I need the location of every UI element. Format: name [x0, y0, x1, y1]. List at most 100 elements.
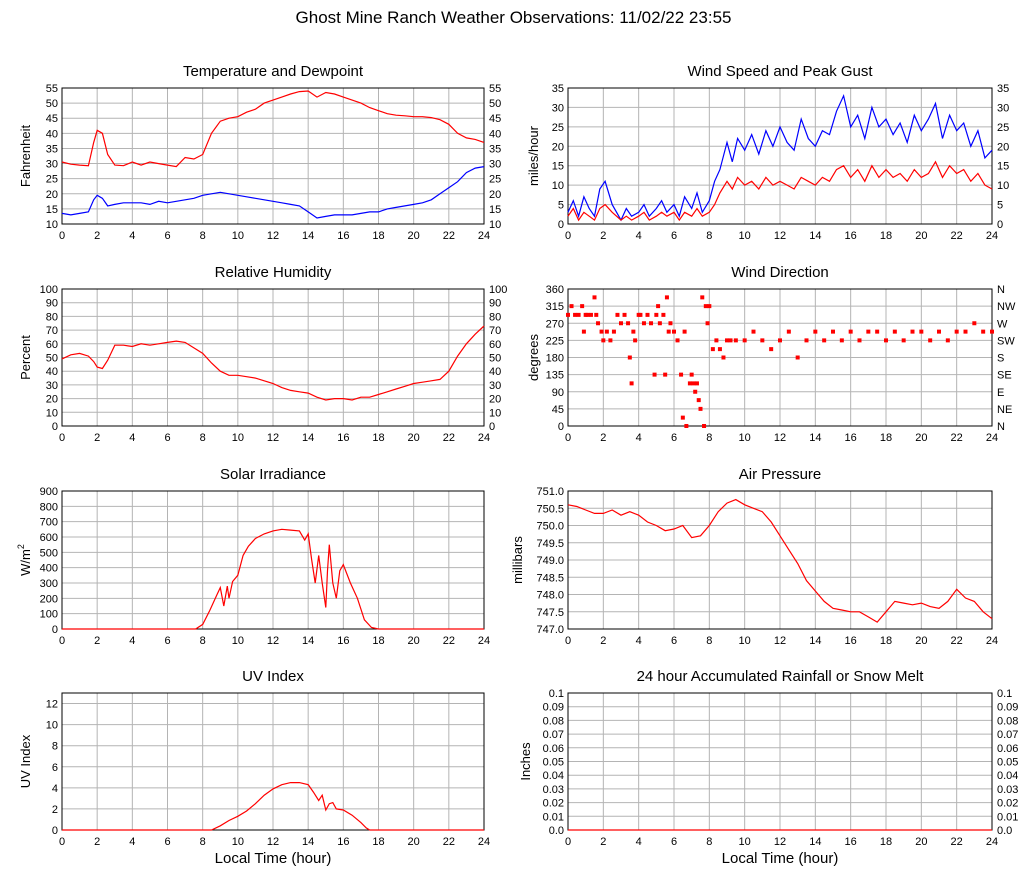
temp-xtick-label: 2 [94, 230, 100, 242]
temp-title: Temperature and Dewpoint [183, 63, 364, 80]
solar-xtick-label: 18 [372, 635, 384, 647]
temp-ytick-label: 25 [46, 174, 58, 186]
wind-ytick-label: 25 [552, 122, 564, 134]
rh-xtick-label: 14 [302, 432, 314, 444]
winddir-xtick-label: 14 [809, 432, 821, 444]
wind-rtick-label: 5 [997, 200, 1003, 212]
solar-xtick-label: 12 [267, 635, 279, 647]
rain-ytick-label: 0.04 [543, 770, 564, 782]
wind-rtick-label: 25 [997, 122, 1009, 134]
winddir-rtick-label: NE [997, 404, 1012, 416]
winddir-rtick-label: S [997, 353, 1004, 365]
temp-ytick-label: 55 [46, 83, 58, 95]
winddir-point [627, 355, 632, 360]
solar-xtick-label: 14 [302, 635, 314, 647]
rain-xtick-label: 18 [880, 836, 892, 848]
winddir-point [691, 381, 696, 386]
winddir-point [694, 381, 699, 386]
temp-ytick-label: 15 [46, 204, 58, 216]
pressure-ytick-label: 750.0 [536, 521, 564, 533]
rh-xtick-label: 24 [478, 432, 490, 444]
winddir-point [937, 329, 941, 334]
winddir-point [751, 329, 756, 334]
pressure-xtick-label: 2 [600, 635, 606, 647]
temp-xtick-label: 6 [164, 230, 170, 242]
solar-chart: 0 2 4 6 8 10 12 14 16 18 20 22 240100200300400500600… [16, 466, 490, 647]
temp-ytick-label: 20 [46, 189, 58, 201]
rh-xtick-label: 16 [337, 432, 349, 444]
temp-chart: 0 2 4 6 8 10 12 14 16 18 20 22 241015202530354045505… [18, 63, 501, 242]
solar-frame [61, 490, 485, 630]
pressure-ytick-label: 749.0 [536, 555, 564, 567]
uv-xtick-label: 16 [337, 836, 349, 848]
rh-xtick-label: 10 [232, 432, 244, 444]
winddir-ytick-label: 270 [546, 318, 564, 330]
temp-series-line [61, 90, 485, 168]
temp-xtick-label: 24 [478, 230, 490, 242]
winddir-point [769, 347, 774, 352]
wind-series-line [567, 93, 993, 222]
pressure-xtick-label: 22 [951, 635, 963, 647]
rain-xtick-label: 0 [565, 836, 571, 848]
winddir-point [910, 329, 915, 334]
winddir-point [638, 312, 643, 317]
winddir-point [611, 329, 616, 334]
winddir-point [689, 372, 694, 377]
rh-xtick-label: 20 [408, 432, 420, 444]
solar-xtick-label: 16 [337, 635, 349, 647]
wind-xtick-label: 0 [565, 230, 571, 242]
uv-ytick-label: 6 [52, 762, 58, 774]
rain-rtick-label: 0.07 [997, 729, 1018, 741]
temp-rtick-label: 25 [489, 174, 501, 186]
uv-ytick-label: 10 [46, 720, 58, 732]
pressure-title: Air Pressure [739, 466, 822, 483]
rain-rtick-label: 0.09 [997, 702, 1018, 714]
winddir-point [710, 347, 715, 352]
temp-rtick-label: 45 [489, 113, 501, 125]
winddir-xtick-label: 10 [739, 432, 751, 444]
winddir-ytick-label: 45 [552, 404, 564, 416]
wind-xtick-label: 12 [774, 230, 786, 242]
uv-xtick-label: 22 [443, 836, 455, 848]
winddir-point [629, 381, 634, 386]
winddir-point [596, 321, 601, 326]
solar-ytick-label: 500 [40, 547, 58, 559]
wind-ylabel: miles/hour [526, 125, 541, 186]
winddir-point [615, 312, 620, 317]
winddir-point [661, 312, 666, 317]
pressure-xtick-label: 8 [706, 635, 712, 647]
wind-ytick-label: 10 [552, 180, 564, 192]
rh-rtick-label: 0 [489, 421, 495, 433]
uv-xtick-label: 0 [59, 836, 65, 848]
rh-xtick-label: 6 [164, 432, 170, 444]
solar-ytick-label: 900 [40, 486, 58, 498]
winddir-point [626, 321, 631, 326]
winddir-point [652, 372, 657, 377]
temp-ytick-label: 45 [46, 113, 58, 125]
rain-rtick-label: 0.04 [997, 770, 1018, 782]
rain-ytick-label: 0.1 [549, 688, 564, 700]
winddir-point [654, 312, 659, 317]
winddir-point [633, 338, 638, 343]
solar-xtick-label: 8 [200, 635, 206, 647]
temp-xtick-label: 14 [302, 230, 314, 242]
rain-xtick-label: 20 [915, 836, 927, 848]
winddir-point [813, 329, 818, 334]
temp-rtick-label: 55 [489, 83, 501, 95]
winddir-point [760, 338, 765, 343]
winddir-point [928, 338, 933, 343]
wind-frame [567, 87, 993, 225]
rh-rtick-label: 90 [489, 298, 501, 310]
winddir-rtick-label: SW [997, 335, 1015, 347]
solar-ytick-label: 700 [40, 517, 58, 529]
rain-ytick-label: 0.08 [543, 715, 564, 727]
pressure-series-line [567, 498, 993, 623]
winddir-point [581, 329, 586, 334]
rain-xtick-label: 4 [636, 836, 642, 848]
winddir-point [672, 329, 676, 334]
solar-ytick-label: 600 [40, 532, 58, 544]
winddir-ytick-label: 0 [558, 421, 564, 433]
winddir-ytick-label: 180 [546, 353, 564, 365]
